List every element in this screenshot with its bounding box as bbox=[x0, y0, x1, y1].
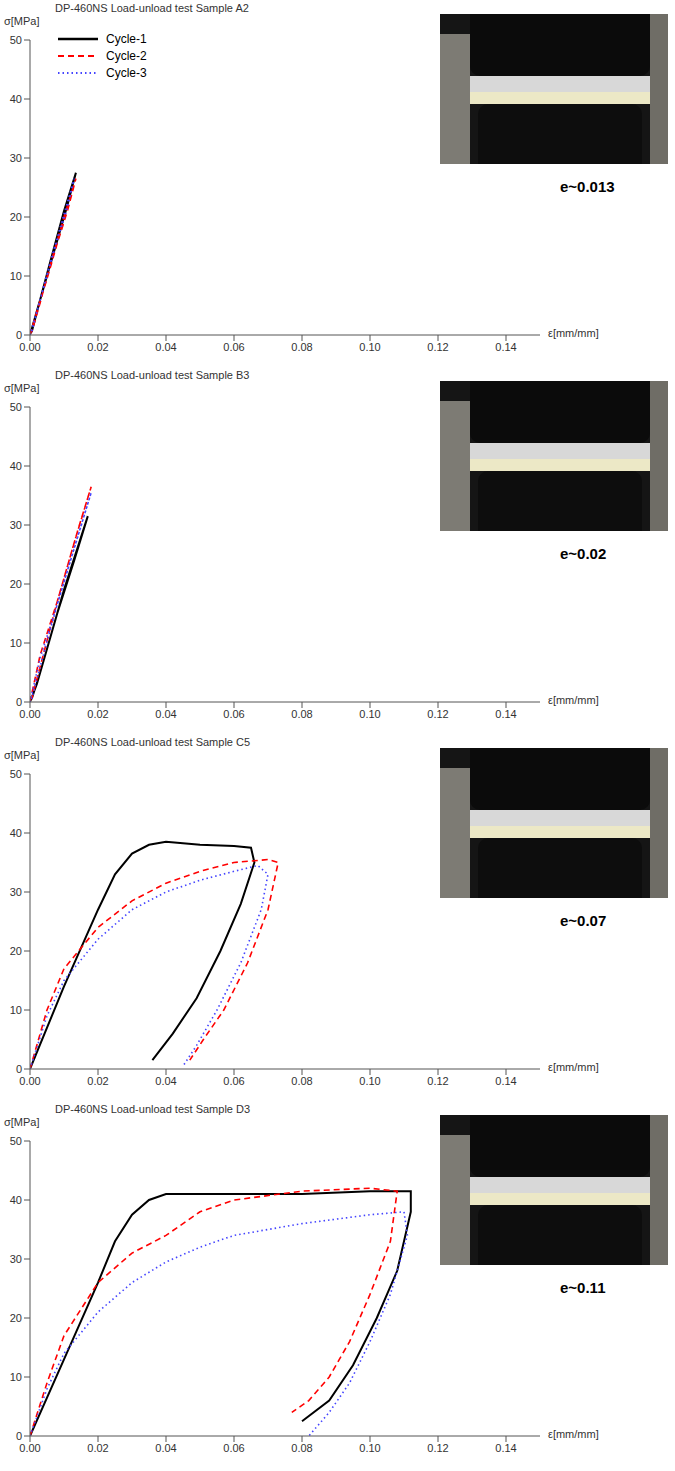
svg-text:0.00: 0.00 bbox=[19, 708, 40, 720]
svg-text:0.14: 0.14 bbox=[495, 708, 516, 720]
svg-text:0.14: 0.14 bbox=[495, 341, 516, 353]
svg-text:0.08: 0.08 bbox=[291, 1075, 312, 1087]
svg-text:0.00: 0.00 bbox=[19, 1442, 40, 1454]
html-text:DP-460NS Load-unload test Samp: DP-460NS Load-unload test Sample B3 bbox=[55, 369, 250, 381]
svg-text:0: 0 bbox=[16, 696, 22, 708]
svg-text:40: 40 bbox=[10, 1194, 22, 1206]
svg-text:30: 30 bbox=[10, 1253, 22, 1265]
svg-text:10: 10 bbox=[10, 637, 22, 649]
svg-text:0.08: 0.08 bbox=[291, 1442, 312, 1454]
html-text:ε[mm/mm]: ε[mm/mm] bbox=[548, 694, 599, 706]
svg-text:30: 30 bbox=[10, 886, 22, 898]
svg-text:10: 10 bbox=[10, 270, 22, 282]
svg-text:0.14: 0.14 bbox=[495, 1442, 516, 1454]
html-text:Cycle-2: Cycle-2 bbox=[106, 48, 147, 63]
svg-text:0.12: 0.12 bbox=[427, 708, 448, 720]
svg-text:0.02: 0.02 bbox=[87, 341, 108, 353]
svg-text:50: 50 bbox=[10, 34, 22, 46]
svg-text:30: 30 bbox=[10, 519, 22, 531]
html-text:σ[MPa]: σ[MPa] bbox=[4, 1116, 40, 1128]
svg-text:0.06: 0.06 bbox=[223, 1442, 244, 1454]
svg-text:0.12: 0.12 bbox=[427, 1442, 448, 1454]
svg-text:0.10: 0.10 bbox=[359, 708, 380, 720]
svg-text:10: 10 bbox=[10, 1004, 22, 1016]
svg-text:0.02: 0.02 bbox=[87, 1075, 108, 1087]
svg-text:0.06: 0.06 bbox=[223, 341, 244, 353]
svg-text:10: 10 bbox=[10, 1371, 22, 1383]
svg-text:0: 0 bbox=[16, 1430, 22, 1442]
html-text:e~0.11: e~0.11 bbox=[560, 1279, 606, 1296]
html-text:Cycle-1: Cycle-1 bbox=[106, 31, 147, 46]
svg-text:0.08: 0.08 bbox=[291, 341, 312, 353]
svg-text:0.06: 0.06 bbox=[223, 1075, 244, 1087]
html-text:Cycle-3: Cycle-3 bbox=[106, 65, 147, 80]
svg-text:0.12: 0.12 bbox=[427, 341, 448, 353]
svg-text:0.04: 0.04 bbox=[155, 708, 176, 720]
svg-text:20: 20 bbox=[10, 578, 22, 590]
svg-text:0: 0 bbox=[16, 1063, 22, 1075]
html-text:e~0.02: e~0.02 bbox=[560, 545, 607, 562]
html-text:e~0.013: e~0.013 bbox=[560, 178, 615, 195]
svg-text:0.00: 0.00 bbox=[19, 341, 40, 353]
svg-text:50: 50 bbox=[10, 768, 22, 780]
svg-text:0.04: 0.04 bbox=[155, 341, 176, 353]
html-text:DP-460NS Load-unload test Samp: DP-460NS Load-unload test Sample D3 bbox=[55, 1103, 251, 1115]
svg-text:0.02: 0.02 bbox=[87, 708, 108, 720]
html-text:DP-460NS Load-unload test Samp: DP-460NS Load-unload test Sample C5 bbox=[55, 736, 251, 748]
svg-text:0.10: 0.10 bbox=[359, 1442, 380, 1454]
svg-text:40: 40 bbox=[10, 93, 22, 105]
svg-text:0.10: 0.10 bbox=[359, 341, 380, 353]
svg-text:0.00: 0.00 bbox=[19, 1075, 40, 1087]
html-text:ε[mm/mm]: ε[mm/mm] bbox=[548, 1061, 599, 1073]
svg-text:0.12: 0.12 bbox=[427, 1075, 448, 1087]
svg-text:20: 20 bbox=[10, 211, 22, 223]
svg-text:0.06: 0.06 bbox=[223, 708, 244, 720]
svg-text:30: 30 bbox=[10, 152, 22, 164]
svg-text:50: 50 bbox=[10, 1135, 22, 1147]
html-text:e~0.07: e~0.07 bbox=[560, 912, 607, 929]
svg-text:0.04: 0.04 bbox=[155, 1442, 176, 1454]
svg-text:50: 50 bbox=[10, 401, 22, 413]
html-text:σ[MPa]: σ[MPa] bbox=[4, 15, 40, 27]
svg-text:0.04: 0.04 bbox=[155, 1075, 176, 1087]
html-text:ε[mm/mm]: ε[mm/mm] bbox=[548, 327, 599, 339]
svg-text:40: 40 bbox=[10, 827, 22, 839]
svg-text:0.02: 0.02 bbox=[87, 1442, 108, 1454]
svg-text:20: 20 bbox=[10, 945, 22, 957]
html-text:σ[MPa]: σ[MPa] bbox=[4, 382, 40, 394]
svg-text:0.14: 0.14 bbox=[495, 1075, 516, 1087]
html-text:σ[MPa]: σ[MPa] bbox=[4, 749, 40, 761]
svg-text:0.10: 0.10 bbox=[359, 1075, 380, 1087]
html-text:ε[mm/mm]: ε[mm/mm] bbox=[548, 1428, 599, 1440]
svg-text:0.08: 0.08 bbox=[291, 708, 312, 720]
svg-text:20: 20 bbox=[10, 1312, 22, 1324]
svg-text:40: 40 bbox=[10, 460, 22, 472]
svg-text:0: 0 bbox=[16, 329, 22, 341]
html-text:DP-460NS Load-unload test Samp: DP-460NS Load-unload test Sample A2 bbox=[55, 2, 249, 14]
